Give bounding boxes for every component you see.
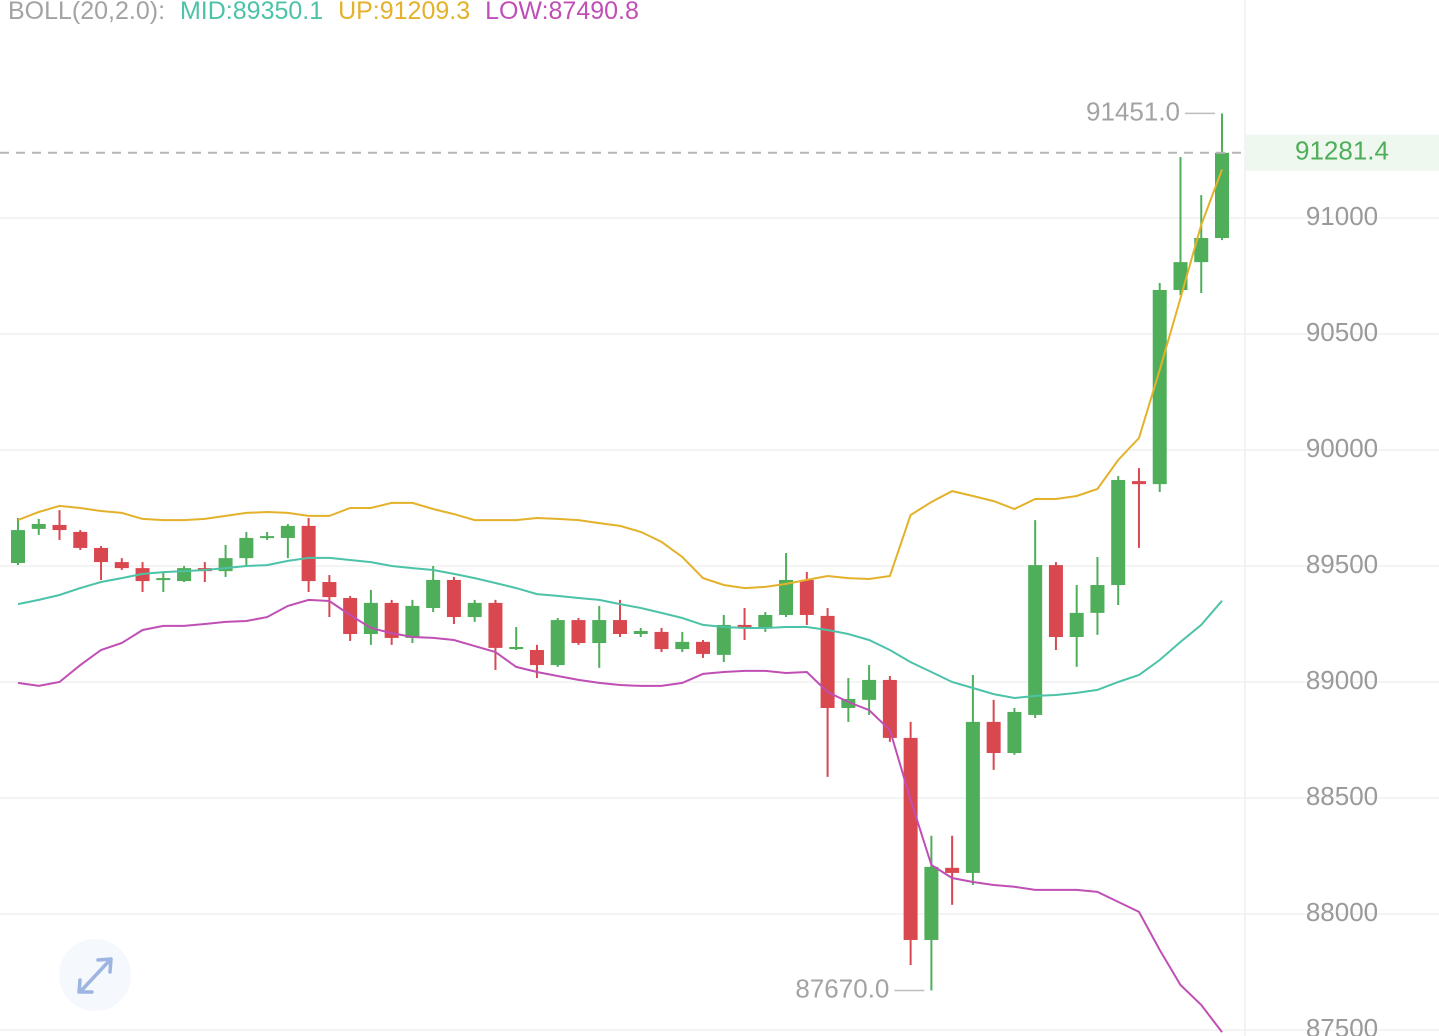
high-marker-label: 91451.0 bbox=[1086, 96, 1180, 126]
candle-body bbox=[1152, 289, 1167, 485]
candle-body bbox=[1069, 612, 1084, 638]
candle-body bbox=[1028, 565, 1043, 715]
low-marker-label: 87670.0 bbox=[795, 973, 889, 1003]
candle-body bbox=[633, 630, 648, 634]
candle-body bbox=[405, 605, 420, 638]
candle-body bbox=[384, 602, 399, 638]
candle-body bbox=[1048, 565, 1063, 638]
candle-body bbox=[52, 524, 67, 531]
candle-body bbox=[260, 536, 275, 539]
y-tick-label: 89500 bbox=[1306, 549, 1378, 579]
candle-body bbox=[924, 866, 939, 940]
y-tick-label: 87500 bbox=[1306, 1013, 1378, 1036]
indicator-name: BOLL(20,2.0): bbox=[8, 0, 165, 25]
candle-body bbox=[467, 602, 482, 618]
candle-body bbox=[11, 530, 25, 564]
candle-body bbox=[737, 624, 752, 628]
candle-body bbox=[1215, 152, 1229, 239]
last-price-box bbox=[1245, 134, 1439, 171]
band-line bbox=[17, 598, 1223, 1033]
candle-body bbox=[426, 579, 441, 609]
candle-body bbox=[820, 615, 835, 708]
candle-body bbox=[592, 620, 607, 644]
expand-icon[interactable] bbox=[77, 957, 113, 994]
candle-body bbox=[73, 531, 88, 548]
candle-body bbox=[488, 602, 503, 648]
candle-body bbox=[862, 679, 877, 700]
candle-body bbox=[322, 582, 337, 598]
candle-body bbox=[94, 547, 109, 563]
candle-body bbox=[280, 525, 295, 538]
candle-body bbox=[945, 867, 960, 873]
legend-entry: UP:91209.3 bbox=[338, 0, 470, 25]
candle-body bbox=[841, 698, 856, 708]
candle-body bbox=[965, 721, 980, 873]
candle-body bbox=[882, 679, 897, 738]
last-price-label: 91281.4 bbox=[1295, 136, 1389, 166]
candle-body bbox=[239, 537, 254, 559]
candle-body bbox=[156, 578, 171, 581]
indicator-header: BOLL(20,2.0): MID:89350.1 UP:91209.3 LOW… bbox=[8, 0, 639, 25]
candle-body bbox=[675, 641, 690, 650]
candle-body bbox=[1090, 585, 1105, 613]
candle-body bbox=[903, 737, 918, 940]
candle-body bbox=[779, 579, 794, 615]
band-line bbox=[17, 169, 1223, 590]
candle-body bbox=[114, 562, 129, 569]
y-tick-label: 89000 bbox=[1306, 665, 1378, 695]
legend-entry: MID:89350.1 bbox=[180, 0, 323, 25]
candle-body bbox=[446, 579, 461, 618]
candle-body bbox=[550, 620, 565, 666]
candle-body bbox=[1194, 238, 1209, 263]
legend-entry: LOW:87490.8 bbox=[485, 0, 639, 25]
candle-body bbox=[509, 646, 524, 650]
candle-body bbox=[799, 579, 814, 615]
candle-body bbox=[696, 641, 711, 654]
candle-body bbox=[1131, 481, 1146, 485]
candle-body bbox=[529, 649, 544, 666]
y-tick-label: 88500 bbox=[1306, 781, 1378, 811]
candle-body bbox=[1111, 479, 1126, 586]
y-tick-label: 91000 bbox=[1306, 201, 1378, 231]
candle-body bbox=[613, 620, 627, 634]
y-tick-label: 90000 bbox=[1306, 433, 1378, 463]
candle-body bbox=[654, 631, 669, 650]
candle-body bbox=[1173, 262, 1188, 290]
candle-body bbox=[1007, 711, 1022, 753]
band-line bbox=[17, 556, 1223, 700]
candle-body bbox=[31, 524, 46, 529]
expand-button[interactable] bbox=[59, 939, 131, 1011]
candle-body bbox=[571, 620, 586, 644]
candle-body bbox=[301, 525, 316, 582]
candle-body bbox=[716, 624, 731, 655]
candle-body bbox=[986, 721, 1001, 753]
y-tick-label: 90500 bbox=[1306, 317, 1378, 347]
candle-body bbox=[758, 614, 773, 628]
y-tick-label: 88000 bbox=[1306, 897, 1378, 927]
